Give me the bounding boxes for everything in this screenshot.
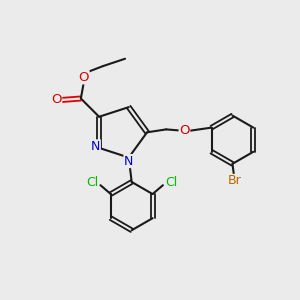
Text: N: N <box>124 154 134 168</box>
Text: O: O <box>51 94 62 106</box>
Text: Cl: Cl <box>165 176 177 189</box>
Text: O: O <box>179 124 190 137</box>
Text: Cl: Cl <box>86 176 98 189</box>
Text: Br: Br <box>228 174 242 188</box>
Text: O: O <box>79 71 89 84</box>
Text: N: N <box>91 140 100 153</box>
